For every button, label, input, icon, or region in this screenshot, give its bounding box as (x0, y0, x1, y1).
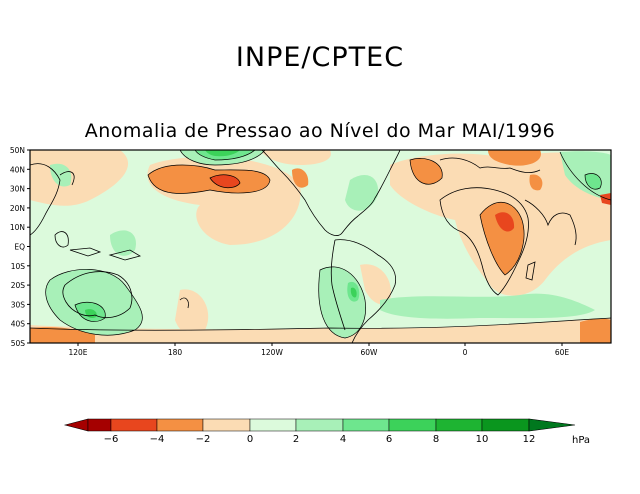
colorbar-segment (110, 418, 158, 432)
coastlines (30, 150, 577, 343)
negative-core (600, 193, 611, 205)
positive-region (345, 175, 379, 211)
lat-label: 20S (11, 281, 26, 290)
colorbar-tick: 6 (386, 434, 392, 445)
colorbar-tick: −2 (196, 434, 211, 445)
lat-label: 10N (10, 223, 25, 232)
lon-label: 60W (361, 348, 379, 357)
negative-core (529, 174, 543, 191)
lat-label: 40S (11, 320, 26, 329)
lat-label: 40N (10, 165, 25, 174)
negative-core (292, 168, 309, 188)
colorbar-tick: 12 (523, 434, 536, 445)
lat-label: 50N (10, 146, 25, 155)
lon-tick-marks (77, 343, 563, 346)
colorbar-segment (481, 418, 530, 432)
colorbar-segment (342, 418, 390, 432)
negative-core (580, 318, 611, 343)
colorbar-segment (202, 418, 251, 432)
negative-region (30, 318, 611, 343)
colorbar-tick: −6 (104, 434, 119, 445)
colorbar-segment (435, 418, 483, 432)
negative-core (410, 158, 443, 185)
page-title: INPE/CPTEC (235, 42, 405, 73)
colorbar-tick: 10 (476, 434, 489, 445)
positive-region (50, 163, 72, 187)
colorbar-tick: 4 (340, 434, 346, 445)
lon-label: 120W (261, 348, 283, 357)
lat-label: 20N (10, 204, 25, 213)
colorbar-segment (249, 418, 297, 432)
positive-core (585, 173, 602, 190)
negative-region (260, 150, 331, 165)
lat-labels: 50N 40N 30N 20N 10N EQ 10S 20S 30S 40S 5… (10, 146, 25, 348)
lat-tick-marks (27, 149, 30, 344)
lat-label: 10S (11, 262, 26, 271)
positive-peak (350, 287, 357, 298)
positive-region (45, 269, 143, 336)
map-field (30, 150, 611, 343)
negative-region (360, 264, 391, 305)
colorbar-tick: 0 (247, 434, 253, 445)
colorbar-right-arrow (528, 418, 576, 432)
lon-label: 180 (168, 348, 183, 357)
negative-region (540, 207, 611, 240)
negative-peak (495, 212, 515, 232)
positive-region (110, 230, 136, 256)
negative-peak (210, 174, 240, 188)
colorbar-segment (156, 418, 204, 432)
colorbar-segment (87, 418, 112, 432)
negative-core (30, 327, 95, 343)
lon-label: 60E (555, 348, 570, 357)
colorbar-segment (295, 418, 344, 432)
map-title: Anomalia de Pressao ao Nível do Mar MAI/… (84, 120, 556, 142)
negative-core (488, 150, 541, 166)
colorbar: −6 −4 −2 0 2 4 6 8 10 12 hPa (63, 418, 590, 446)
negative-core (148, 165, 270, 194)
colorbar-unit: hPa (572, 435, 590, 446)
colorbar-tick: 2 (293, 434, 299, 445)
colorbar-tick: 8 (433, 434, 439, 445)
lat-label: EQ (14, 243, 25, 252)
colorbar-tick: −4 (150, 434, 165, 445)
colorbar-segment (388, 418, 437, 432)
negative-region (175, 289, 209, 336)
lat-label: 30S (11, 300, 26, 309)
positive-peak (205, 150, 240, 157)
lat-label: 50S (11, 339, 26, 348)
lat-label: 30N (10, 185, 25, 194)
lon-label: 0 (463, 348, 468, 357)
lon-label: 120E (68, 348, 87, 357)
colorbar-left-arrow (63, 418, 89, 432)
lon-labels: 120E 180 120W 60W 0 60E (68, 348, 569, 357)
contour-lines (30, 150, 611, 339)
positive-region (380, 293, 595, 319)
